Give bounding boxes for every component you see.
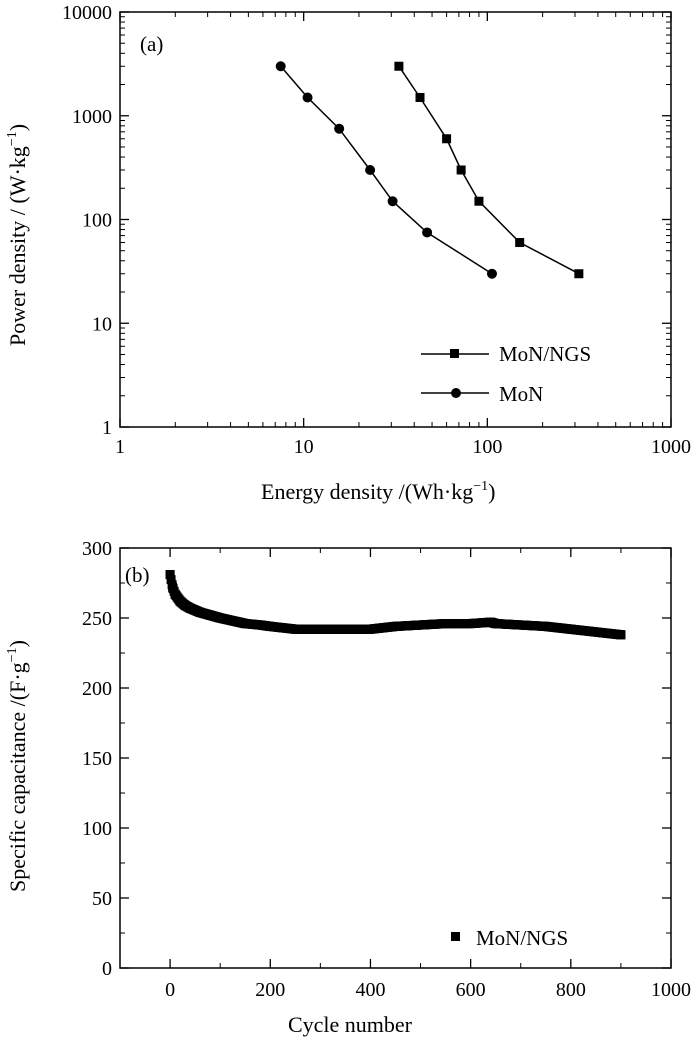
data-point-mon-ngs <box>165 570 175 580</box>
legend-entry-mon-ngs: MoN/NGS <box>421 342 591 366</box>
panel-b-ticks: 0 200 400 600 800 1000 0 50 100 150 200 250 300 <box>82 538 691 1001</box>
a-y-tick-label: 1 <box>102 417 112 439</box>
legend-label-mon-ngs-b: MoN/NGS <box>476 926 568 950</box>
panel-a-legend: MoN/NGS MoN <box>421 342 591 406</box>
data-point-mon-ngs <box>240 619 250 629</box>
data-point-mon <box>486 268 497 279</box>
data-point-mon-ngs <box>486 617 496 627</box>
b-x-tick-label: 800 <box>556 979 586 1001</box>
a-x-tick-label: 10 <box>294 436 314 458</box>
data-point-mon-ngs <box>416 620 426 630</box>
data-point-mon-ngs <box>215 613 225 623</box>
data-point-mon <box>422 227 433 238</box>
a-x-tick-label: 1000 <box>651 436 691 458</box>
panel-a-series <box>275 61 584 279</box>
data-point-mon-ngs <box>290 624 300 634</box>
data-point-mon-ngs <box>441 619 451 629</box>
data-point-mon-ngs <box>515 238 525 248</box>
legend-marker-mon-ngs-b <box>451 932 460 941</box>
data-point-mon-ngs <box>516 620 526 630</box>
b-y-tick-label: 50 <box>92 888 112 910</box>
data-point-mon-ngs <box>168 582 178 592</box>
data-point-mon-ngs <box>442 134 452 144</box>
panel-b-label: (b) <box>125 563 150 587</box>
b-y-tick-label: 300 <box>82 538 112 560</box>
data-point-mon-ngs <box>541 621 551 631</box>
b-y-tick-label: 150 <box>82 748 112 770</box>
b-y-tick-label: 0 <box>102 958 112 980</box>
panel-b-series <box>165 570 626 640</box>
data-point-mon-ngs <box>474 196 484 206</box>
data-point-mon <box>365 164 376 175</box>
b-x-tick-label: 600 <box>456 979 486 1001</box>
legend-label-mon-ngs: MoN/NGS <box>499 342 591 366</box>
b-x-tick-label: 1000 <box>651 979 691 1001</box>
b-x-tick-label: 0 <box>165 979 175 1001</box>
data-point-mon <box>275 61 286 72</box>
panel-b-x-axis-title: Cycle number <box>288 1012 413 1037</box>
data-point-mon-ngs <box>491 619 501 629</box>
data-point-mon-ngs <box>591 627 601 637</box>
a-y-tick-label: 100 <box>82 210 112 232</box>
data-point-mon-ngs <box>616 630 626 640</box>
data-point-mon-ngs <box>166 575 176 585</box>
legend-entry-mon: MoN <box>421 382 543 406</box>
data-point-mon-ngs <box>170 589 180 599</box>
panel-a-ticks: 1 10 100 1000 1 10 100 1000 10000 <box>62 2 691 458</box>
data-point-mon <box>302 92 313 103</box>
data-point-mon-ngs <box>180 600 190 610</box>
panel-a-y-axis-title: Power density / (W·kg−1) <box>5 124 30 346</box>
data-point-mon <box>334 123 345 134</box>
b-y-tick-label: 250 <box>82 608 112 630</box>
a-x-tick-label: 100 <box>472 436 502 458</box>
series-line-mon-ngs <box>398 65 580 275</box>
data-point-mon-ngs <box>315 624 325 634</box>
b-x-tick-label: 200 <box>255 979 285 1001</box>
data-point-mon-ngs <box>185 603 195 613</box>
a-y-tick-label: 10000 <box>62 2 112 24</box>
panel-b-legend: MoN/NGS <box>451 926 568 950</box>
data-point-mon <box>387 196 398 207</box>
data-point-mon-ngs <box>195 607 205 617</box>
panel-a-chart: 1 10 100 1000 1 10 100 1000 10000 (a) Energy den… <box>5 2 691 504</box>
data-point-mon-ngs <box>265 621 275 631</box>
data-point-mon-ngs <box>566 624 576 634</box>
panel-a-label: (a) <box>140 32 163 56</box>
data-point-mon-ngs <box>456 165 466 175</box>
data-point-mon-ngs <box>415 92 425 102</box>
data-point-mon-ngs <box>466 619 476 629</box>
b-y-tick-label: 100 <box>82 818 112 840</box>
b-y-tick-label: 200 <box>82 678 112 700</box>
data-point-mon-ngs <box>391 621 400 631</box>
panel-a-x-axis-title: Energy density /(Wh·kg−1) <box>261 479 495 504</box>
panel-b-y-axis-title: Specific capacitance /(F·g−1) <box>5 640 30 892</box>
data-point-mon-ngs <box>394 61 404 71</box>
a-y-tick-label: 1000 <box>72 106 112 128</box>
data-point-mon-ngs <box>175 596 185 606</box>
b-x-tick-label: 400 <box>355 979 385 1001</box>
legend-label-mon: MoN <box>499 382 543 406</box>
data-point-mon-ngs <box>365 624 375 634</box>
data-point-mon-ngs <box>205 610 215 620</box>
a-x-tick-label: 1 <box>115 436 125 458</box>
data-point-mon-ngs <box>255 620 265 630</box>
data-point-mon-ngs <box>574 269 584 279</box>
a-y-tick-label: 10 <box>92 313 112 335</box>
